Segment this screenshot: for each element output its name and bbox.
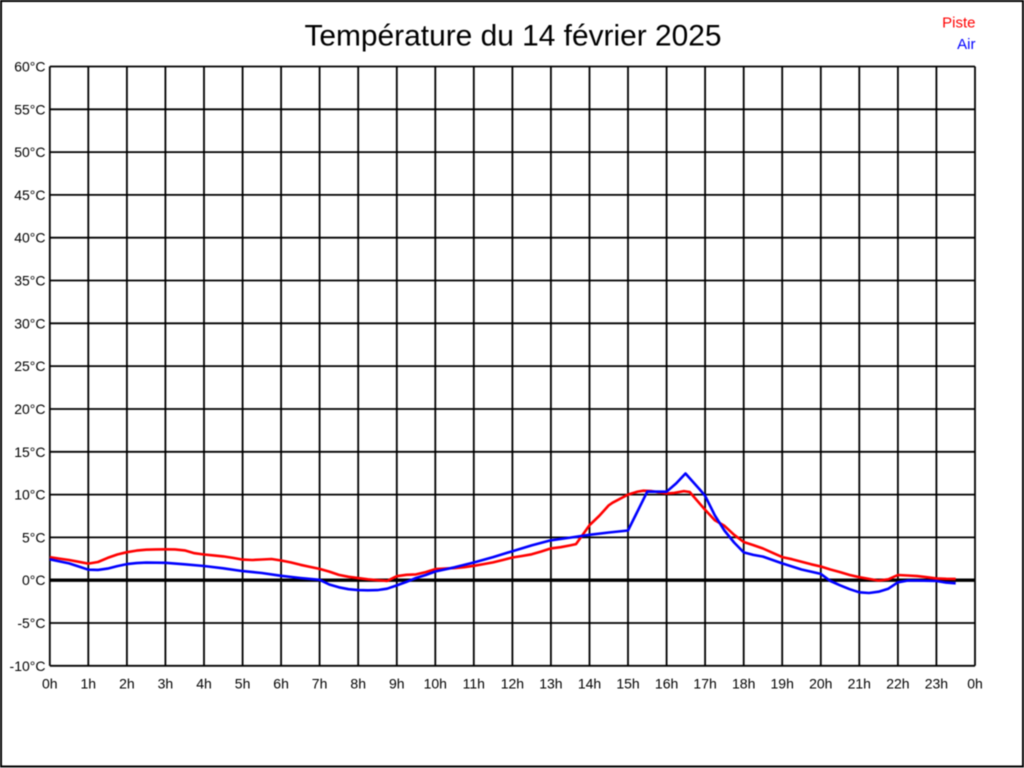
svg-text:2h: 2h — [119, 676, 135, 692]
svg-text:18h: 18h — [732, 676, 755, 692]
svg-text:0°C: 0°C — [22, 572, 46, 588]
svg-text:1h: 1h — [81, 676, 97, 692]
svg-text:5h: 5h — [235, 676, 251, 692]
svg-text:16h: 16h — [655, 676, 678, 692]
svg-text:19h: 19h — [771, 676, 794, 692]
svg-text:4h: 4h — [196, 676, 212, 692]
svg-text:20h: 20h — [809, 676, 832, 692]
svg-text:55°C: 55°C — [14, 101, 45, 117]
svg-text:12h: 12h — [501, 676, 524, 692]
svg-text:8h: 8h — [350, 676, 366, 692]
svg-text:45°C: 45°C — [14, 187, 45, 203]
svg-text:9h: 9h — [389, 676, 405, 692]
svg-text:14h: 14h — [578, 676, 601, 692]
svg-text:21h: 21h — [848, 676, 871, 692]
svg-text:6h: 6h — [273, 676, 289, 692]
svg-text:7h: 7h — [312, 676, 328, 692]
svg-text:0h: 0h — [967, 676, 983, 692]
svg-text:-5°C: -5°C — [17, 615, 45, 631]
svg-text:50°C: 50°C — [14, 144, 45, 160]
svg-text:15h: 15h — [616, 676, 639, 692]
svg-text:35°C: 35°C — [14, 273, 45, 289]
svg-text:60°C: 60°C — [14, 59, 45, 75]
svg-text:23h: 23h — [925, 676, 948, 692]
svg-text:3h: 3h — [158, 676, 174, 692]
svg-text:Piste: Piste — [942, 14, 975, 31]
svg-text:22h: 22h — [886, 676, 909, 692]
svg-text:0h: 0h — [42, 676, 58, 692]
svg-text:5°C: 5°C — [22, 529, 46, 545]
svg-text:20°C: 20°C — [14, 401, 45, 417]
svg-text:17h: 17h — [693, 676, 716, 692]
svg-text:13h: 13h — [539, 676, 562, 692]
svg-text:30°C: 30°C — [14, 315, 45, 331]
svg-text:-10°C: -10°C — [10, 658, 46, 674]
svg-text:10h: 10h — [424, 676, 447, 692]
svg-text:11h: 11h — [463, 676, 485, 692]
svg-text:Air: Air — [957, 36, 975, 53]
svg-text:25°C: 25°C — [14, 358, 45, 374]
svg-text:40°C: 40°C — [14, 230, 45, 246]
svg-text:15°C: 15°C — [14, 444, 45, 460]
svg-text:Température du 14 février 2025: Température du 14 février 2025 — [304, 20, 721, 53]
svg-text:10°C: 10°C — [14, 487, 45, 503]
